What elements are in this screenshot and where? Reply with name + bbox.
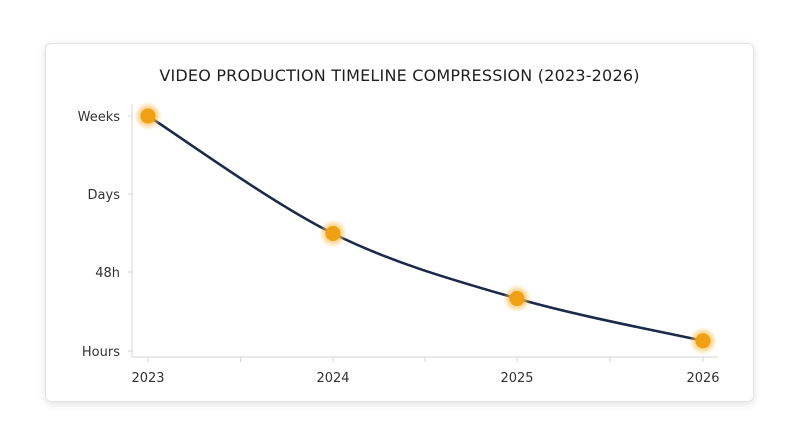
chart-title: VIDEO PRODUCTION TIMELINE COMPRESSION (2… [159, 66, 640, 85]
x-tick-label: 2026 [686, 371, 719, 386]
x-tick-label: 2025 [500, 371, 533, 386]
y-tick-label: Hours [82, 345, 120, 360]
series-line [146, 114, 705, 343]
x-tick-label: 2023 [131, 371, 164, 386]
data-point-marker [325, 226, 341, 241]
x-tick-label: 2024 [316, 371, 349, 386]
data-point [319, 219, 347, 248]
chart-card: VIDEO PRODUCTION TIMELINE COMPRESSION (2… [45, 43, 754, 402]
y-tick-label: Days [88, 188, 121, 203]
data-point [134, 102, 162, 130]
data-point [689, 326, 717, 355]
data-point-marker [695, 333, 711, 349]
data-point-marker [140, 108, 156, 124]
data-point [503, 284, 531, 313]
y-tick-label: 48h [95, 266, 120, 281]
data-point-marker [509, 291, 525, 307]
y-tick-label: Weeks [78, 110, 121, 125]
